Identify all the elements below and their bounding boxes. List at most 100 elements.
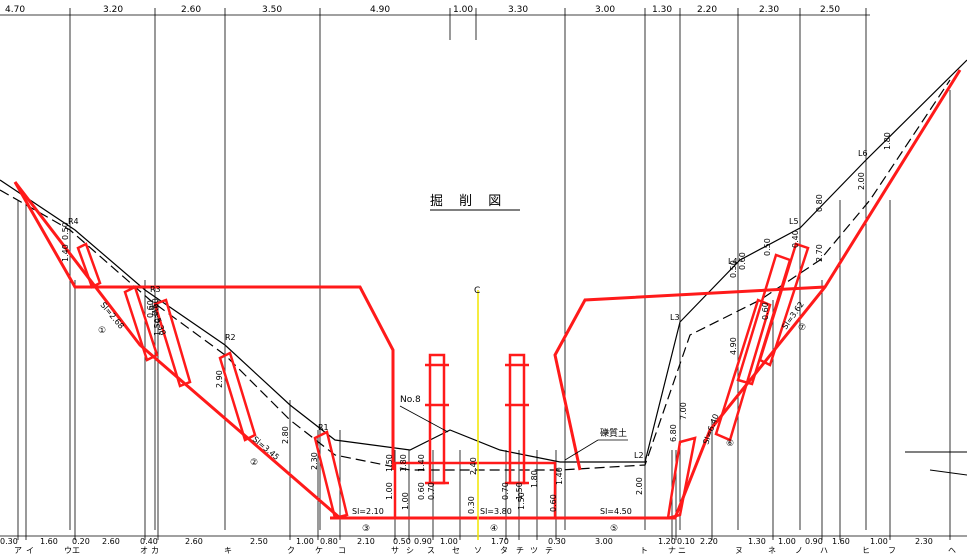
- bottom-dim-label: 2.10: [357, 537, 375, 546]
- vertical-dim: 0.80: [815, 194, 824, 212]
- bottom-dim-label: 0.50: [393, 537, 411, 546]
- vertical-dim: 0.70: [427, 482, 436, 500]
- station-letter: サ: [391, 546, 399, 555]
- diagram-title: 掘 削 図: [430, 194, 520, 211]
- point-label: L5: [789, 217, 799, 226]
- station-letter: ク: [287, 546, 295, 555]
- bottom-dim-label: 2.50: [250, 537, 268, 546]
- top-dim-label: 4.90: [370, 5, 390, 15]
- station-letter: コ: [338, 546, 346, 555]
- vertical-dim: 0.60: [417, 482, 426, 500]
- section-mark: ④: [490, 524, 498, 534]
- bottom-dim-label: 1.20: [658, 537, 676, 546]
- station-letter: テ: [545, 546, 553, 555]
- point-label: L4: [728, 257, 738, 266]
- vertical-dim: 6.80: [669, 424, 678, 442]
- point-label: R2: [225, 333, 236, 342]
- top-dim-label: 2.20: [697, 5, 717, 15]
- bottom-dim-label: 1.60: [832, 537, 850, 546]
- title-text: 掘 削 図: [430, 194, 507, 209]
- slope-labels: Sl=2.68 Sl=5.38 Sl=3.45 Sl=2.10 Sl=3.80 …: [98, 300, 805, 516]
- vertical-dim: 1.50: [385, 454, 394, 472]
- top-dim-label: 2.30: [759, 5, 779, 15]
- bottom-dim-label: 1.00: [440, 537, 458, 546]
- vertical-dim: 1.50: [517, 492, 526, 510]
- top-dim-label: 3.20: [103, 5, 123, 15]
- station-letter: ナ: [668, 546, 676, 555]
- vertical-dim: 1.80: [399, 454, 408, 472]
- station-letter: ヘ: [948, 546, 956, 555]
- vertical-dim: 0.60: [738, 252, 747, 270]
- point-label: R1: [318, 423, 329, 432]
- station-letter: ア: [14, 546, 22, 555]
- top-dim-label: 3.00: [595, 5, 615, 15]
- bottom-dim-label: 1.00: [296, 537, 314, 546]
- right-edge-leader: [905, 451, 967, 476]
- bottom-dim-label: 1.00: [870, 537, 888, 546]
- center-columns: [425, 353, 529, 485]
- vertical-dim: 0.60: [549, 494, 558, 512]
- point-label: R3: [150, 285, 161, 294]
- existing-ground-lines: [0, 59, 967, 471]
- station-letter: フ: [888, 546, 896, 555]
- bottom-dim-label: 1.30: [748, 537, 766, 546]
- bottom-dim-label: 0.90: [414, 537, 432, 546]
- station-letter: ノ: [795, 546, 803, 555]
- bottom-dim-label: 0.40: [140, 537, 158, 546]
- top-dimension-labels: 4.70 3.20 2.60 3.50 4.90 1.00 3.30 3.00 …: [5, 5, 840, 15]
- vertical-dim: 1.40: [417, 454, 426, 472]
- vertical-dim: 2.00: [857, 172, 866, 190]
- vertical-dim: 1.50: [515, 482, 524, 500]
- station-letter: ツ: [530, 546, 538, 555]
- vertical-dim: 1.80: [530, 470, 539, 488]
- station-letter: ス: [427, 546, 435, 555]
- centerline-mark: C: [474, 286, 480, 296]
- station-letter: キ: [224, 546, 232, 555]
- column-label: No.8: [400, 395, 421, 405]
- bottom-dimension-labels: 0.30 1.60 0.20 2.60 0.40 2.60 2.50 1.00 …: [0, 537, 933, 546]
- material-note: 礫質土: [600, 427, 627, 439]
- bottom-dim-label: 2.20: [700, 537, 718, 546]
- vertical-dim: 1.80: [883, 132, 892, 150]
- bottom-dim-label: 2.30: [915, 537, 933, 546]
- bottom-dim-label: 0.30: [548, 537, 566, 546]
- vertical-dim: 0.40: [791, 230, 800, 248]
- station-letter: エ: [72, 546, 80, 555]
- slope-label: Sl=4.50: [600, 507, 632, 516]
- section-mark: ⑦: [798, 323, 806, 333]
- bottom-station-letters: ア イ ウ エ オ カ キ ク ケ コ サ シ ス セ ソ タ チ ツ テ ト …: [14, 546, 956, 555]
- vertical-dim: 0.50: [763, 238, 772, 256]
- point-label: L2: [634, 451, 644, 460]
- vertical-dim: 0.60: [146, 300, 155, 318]
- station-letter: ソ: [474, 546, 482, 555]
- station-letter: ウ: [64, 546, 72, 555]
- station-letter: セ: [452, 546, 460, 555]
- vertical-dim: 2.40: [469, 457, 478, 475]
- section-mark: ③: [362, 524, 370, 534]
- station-letter: ニ: [678, 546, 686, 555]
- section-mark: ⑥: [726, 439, 734, 449]
- vertical-dim: 2.70: [815, 244, 824, 262]
- bottom-dim-label: 0.30: [0, 537, 18, 546]
- vertical-dim: 0.50: [729, 260, 738, 278]
- slope-label: Sl=3.80: [480, 507, 512, 516]
- bottom-dim-label: 0.20: [72, 537, 90, 546]
- vertical-dim: 0.30: [467, 496, 476, 514]
- top-dim-label: 4.70: [5, 5, 25, 15]
- station-letter: チ: [516, 546, 524, 555]
- station-letter: ト: [640, 546, 648, 555]
- vertical-dim: 4.90: [729, 337, 738, 355]
- point-labels: R4 R3 R2 R1 L2 L3 L4 L5 L6: [68, 149, 868, 460]
- vertical-dim: 0.60: [151, 298, 160, 316]
- vertical-dim: 0.50: [61, 222, 70, 240]
- top-dim-label: 3.30: [508, 5, 528, 15]
- station-letter: ネ: [768, 546, 776, 555]
- slope-label: Sl=2.10: [352, 507, 384, 516]
- bottom-dim-label: 0.80: [320, 537, 338, 546]
- top-dim-label: 2.60: [181, 5, 201, 15]
- vertical-dim: 2.90: [215, 370, 224, 388]
- vertical-dim: 2.80: [281, 426, 290, 444]
- station-letter: ハ: [820, 546, 828, 555]
- station-letter: カ: [151, 546, 159, 555]
